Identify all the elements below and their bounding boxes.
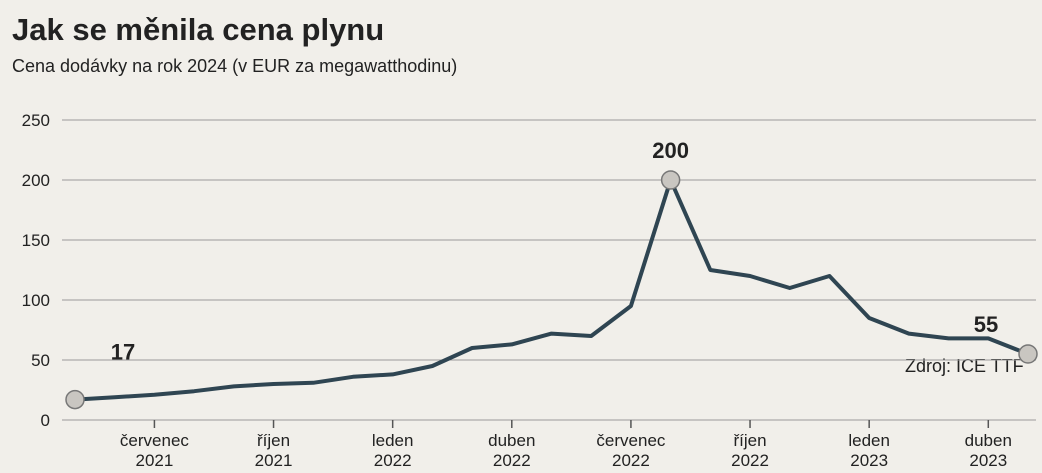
point-marker <box>660 170 681 190</box>
y-tick-label: 150 <box>22 231 50 250</box>
y-tick-label: 100 <box>22 291 50 310</box>
y-tick-label: 50 <box>31 351 50 370</box>
chart-subtitle: Cena dodávky na rok 2024 (v EUR za megaw… <box>12 56 457 76</box>
price-line <box>74 178 1029 402</box>
x-tick-label: leden 2022 <box>372 431 414 470</box>
data-label: 200 <box>652 138 689 163</box>
x-tick-label: červenec 2021 <box>120 431 189 470</box>
y-tick-label: 200 <box>22 171 50 190</box>
data-label: 17 <box>111 340 135 365</box>
x-tick-label: duben 2023 <box>965 431 1012 470</box>
data-label: 55 <box>974 312 998 337</box>
source: Zdroj: ICE TTF <box>905 356 1024 376</box>
x-tick-label: červenec 2022 <box>596 431 665 470</box>
chart-title: Jak se měnila cena plynu <box>12 12 384 47</box>
x-tick-label: říjen 2021 <box>255 431 293 470</box>
x-tick-label: říjen 2022 <box>731 431 769 470</box>
x-tick-label: duben 2022 <box>488 431 535 470</box>
y-tick-label: 0 <box>41 411 50 430</box>
x-tick-label: leden 2023 <box>848 431 890 470</box>
point-marker <box>65 389 85 410</box>
point-marker <box>1018 344 1038 364</box>
y-tick-label: 250 <box>22 111 50 130</box>
